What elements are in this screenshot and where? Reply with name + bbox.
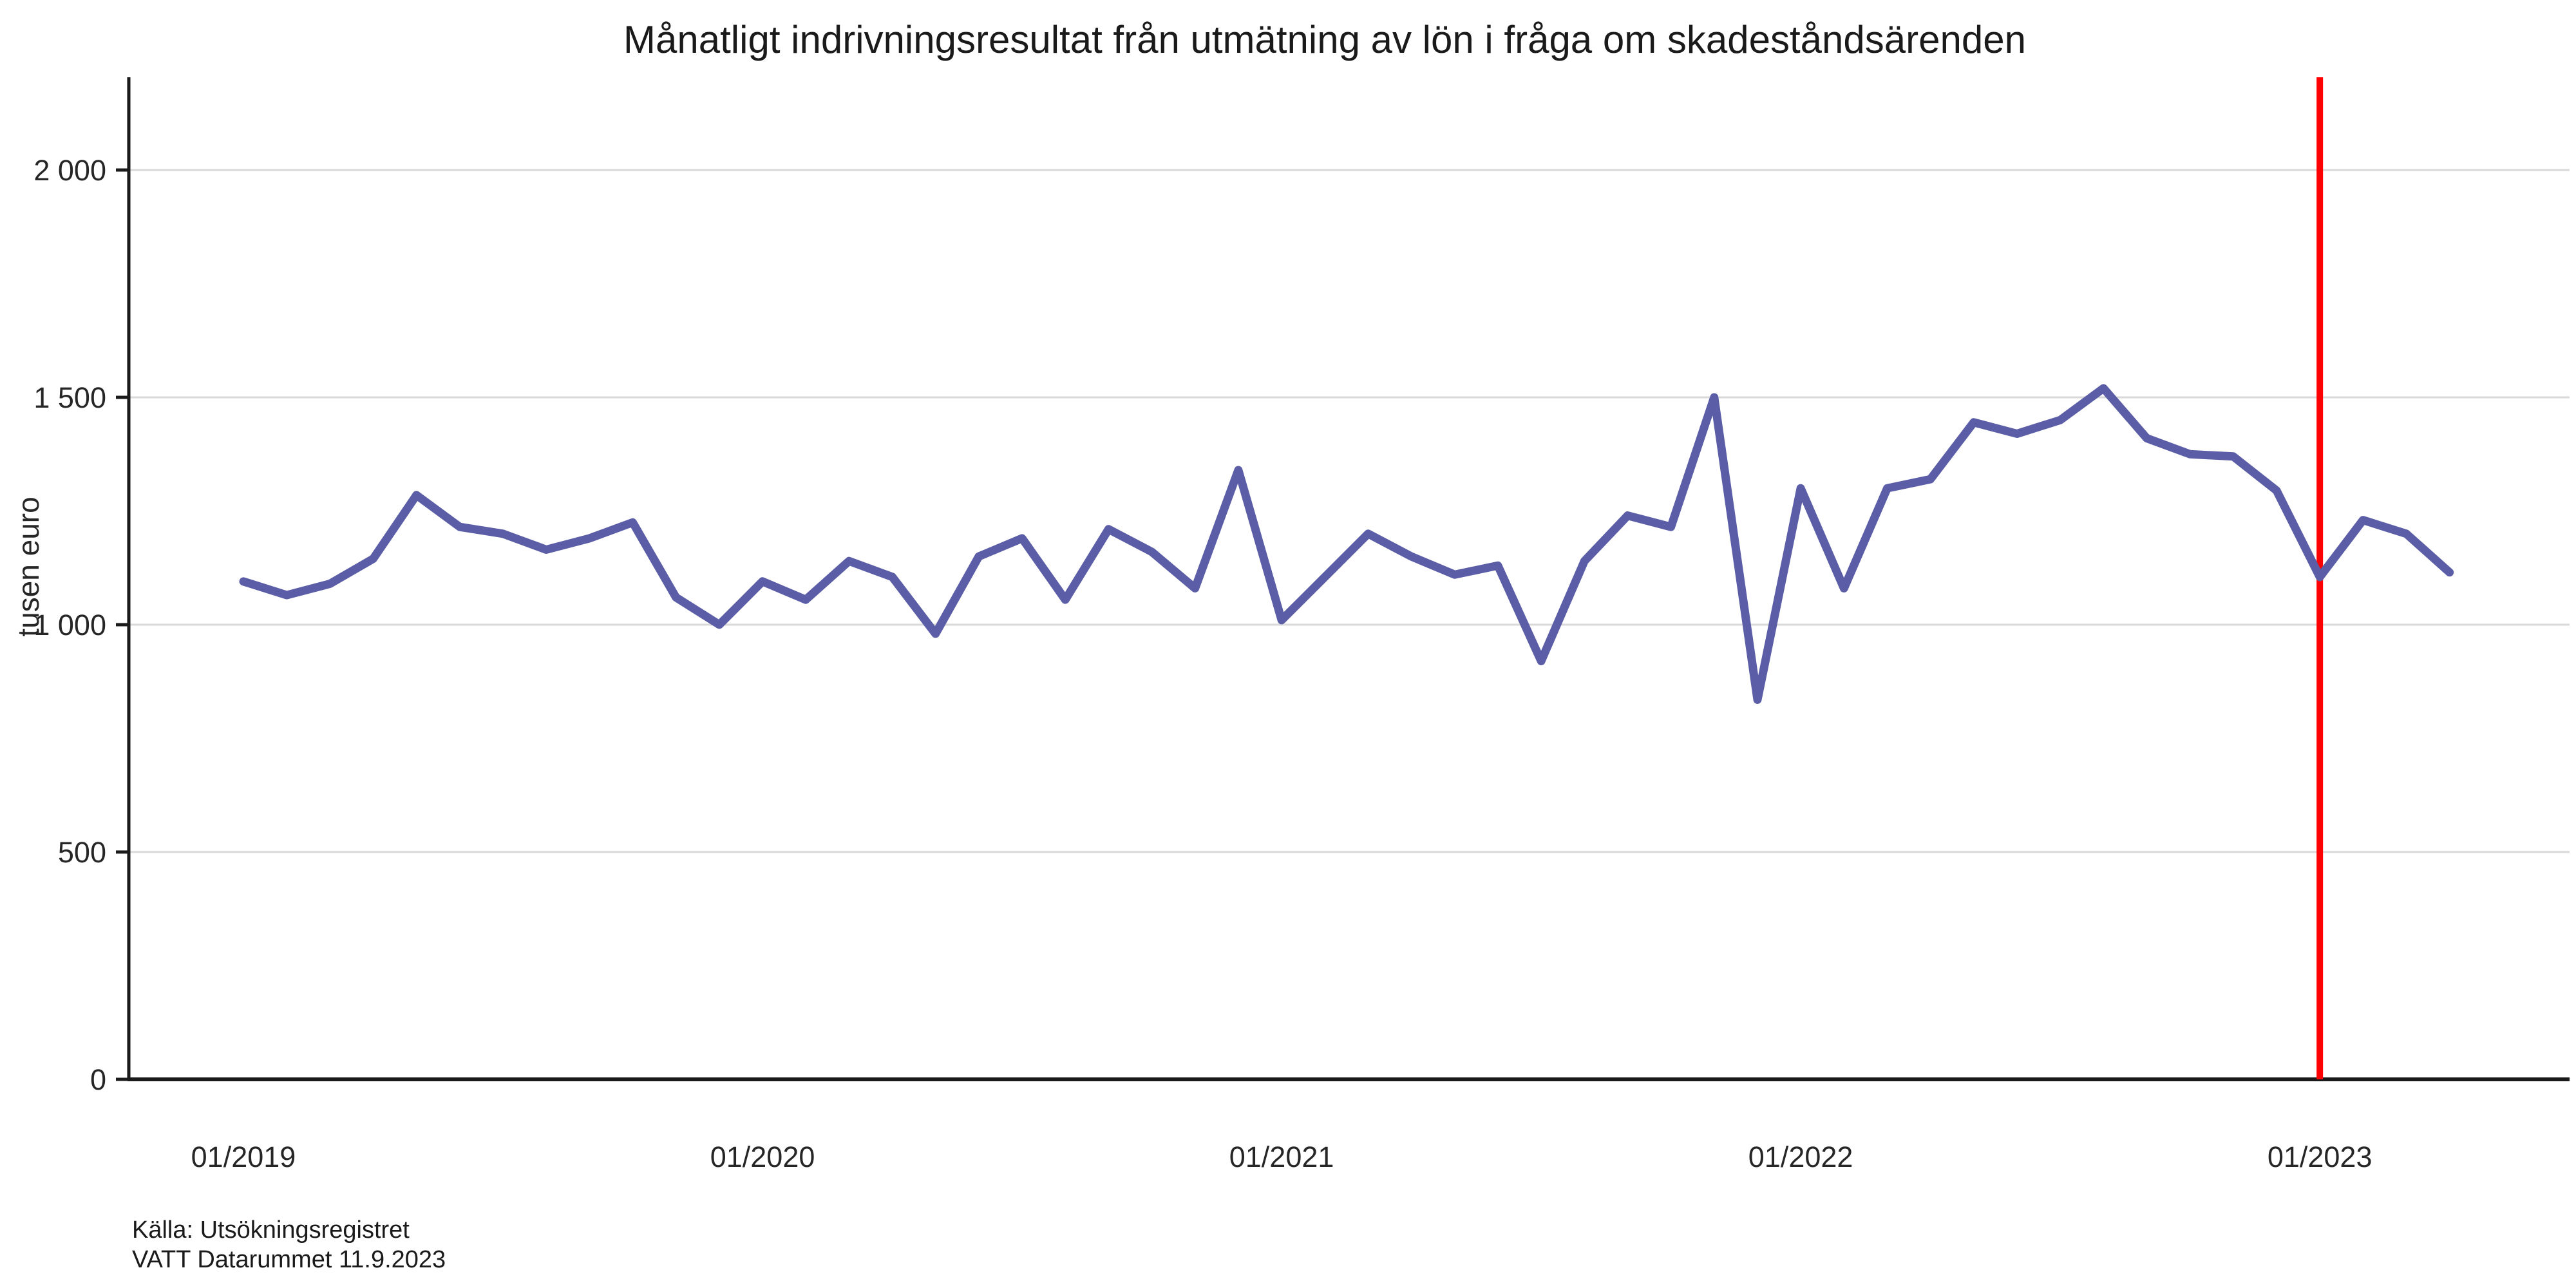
x-tick-labels: 01/2019 01/2020 01/2021 01/2022 01/2023 xyxy=(191,1141,2372,1173)
gridlines xyxy=(129,169,2570,853)
y-tick-marks xyxy=(116,168,129,1081)
y-tick-label: 500 xyxy=(58,836,106,869)
chart-title: Månatligt indrivningsresultat från utmät… xyxy=(623,18,2026,61)
x-tick-label: 01/2021 xyxy=(1229,1141,1334,1173)
x-tick-label: 01/2023 xyxy=(2268,1141,2372,1173)
series-line xyxy=(239,384,2454,704)
x-tick-label: 01/2022 xyxy=(1748,1141,1853,1173)
y-tick-label: 1 000 xyxy=(33,609,106,641)
x-tick-label: 01/2019 xyxy=(191,1141,296,1173)
y-tick-label: 0 xyxy=(90,1063,106,1096)
x-tick-label: 01/2020 xyxy=(710,1141,815,1173)
y-tick-label: 2 000 xyxy=(33,154,106,187)
source-line2: VATT Datarummet 11.9.2023 xyxy=(132,1246,446,1273)
y-axis-title: tusen euro xyxy=(12,497,45,636)
y-tick-labels: 0 500 1 000 1 500 2 000 xyxy=(33,154,106,1096)
y-tick-label: 1 500 xyxy=(33,381,106,414)
source-line1: Källa: Utsökningsregistret xyxy=(132,1217,410,1244)
